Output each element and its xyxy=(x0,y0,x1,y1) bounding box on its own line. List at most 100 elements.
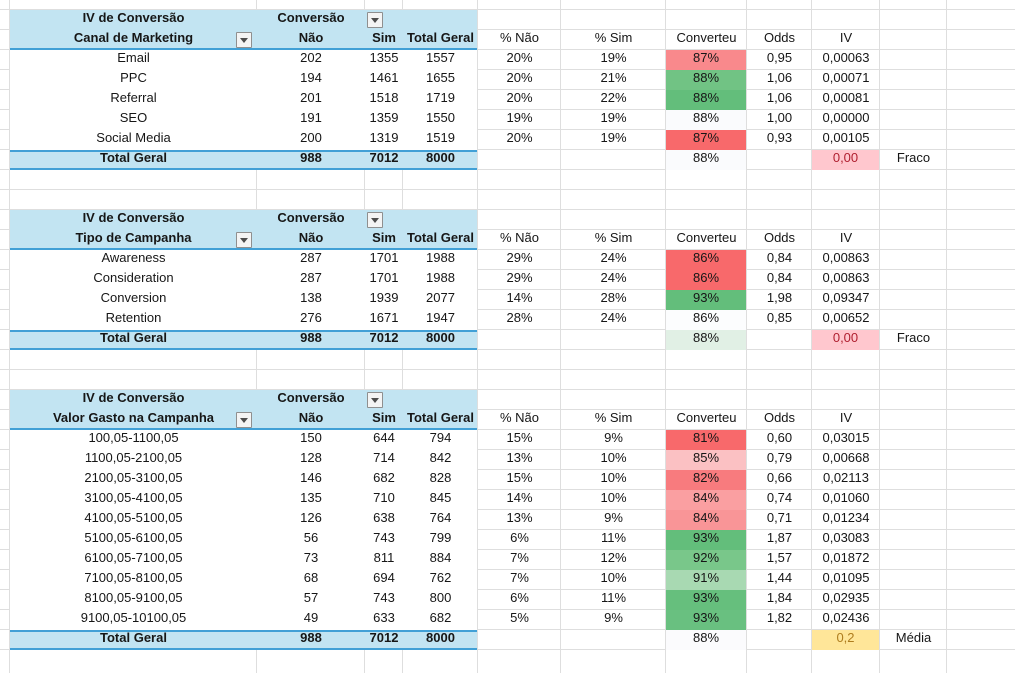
converteu-cell: 88% xyxy=(666,110,746,130)
iv-cell: 0,00063 xyxy=(822,50,870,65)
gridline-vertical xyxy=(477,0,478,673)
stat-header-iv: IV xyxy=(839,410,853,425)
total-value-total: 8000 xyxy=(426,630,455,645)
value-cell-total: 884 xyxy=(429,550,452,565)
converteu-cell: 84% xyxy=(666,490,746,510)
row-label: Awareness xyxy=(101,250,166,265)
row-label: 100,05-1100,05 xyxy=(88,430,179,445)
pct-nao-cell: 13% xyxy=(506,450,533,465)
iv-cell: 0,02113 xyxy=(822,470,870,485)
value-cell-total: 2077 xyxy=(426,290,455,305)
iv-cell: 0,00071 xyxy=(822,70,870,85)
iv-cell: 0,01872 xyxy=(822,550,870,565)
stat-header-converteu: Converteu xyxy=(676,30,737,45)
odds-cell: 1,00 xyxy=(766,110,793,125)
stat-header-converteu: Converteu xyxy=(676,230,737,245)
iv-cell: 0,00652 xyxy=(822,310,870,325)
row-label: Email xyxy=(117,50,150,65)
total-value-nao: 988 xyxy=(300,630,322,645)
pct-nao-cell: 20% xyxy=(506,50,533,65)
pivot-total-row-tipo-de-campanha xyxy=(10,330,477,350)
pct-nao-cell: 7% xyxy=(510,550,529,565)
pct-nao-cell: 29% xyxy=(506,270,533,285)
converteu-cell: 92% xyxy=(666,550,746,570)
iv-cell: 0,02935 xyxy=(822,590,870,605)
row-filter-dropdown[interactable] xyxy=(236,32,252,48)
pct-nao-cell: 6% xyxy=(510,590,529,605)
total-value-sim: 7012 xyxy=(369,150,399,165)
stat-header-pct-nao: % Não xyxy=(499,30,540,45)
total-converteu-cell: 88% xyxy=(666,630,746,650)
iv-cell: 0,00863 xyxy=(822,250,870,265)
pct-nao-cell: 13% xyxy=(506,510,533,525)
value-cell-sim: 743 xyxy=(373,530,395,545)
gridline-vertical xyxy=(560,0,561,673)
total-iv-cell: 0,2 xyxy=(812,630,879,650)
column-filter-dropdown[interactable] xyxy=(367,212,383,228)
odds-cell: 1,06 xyxy=(766,90,793,105)
pivot-total-row-canal-de-marketing xyxy=(10,150,477,170)
total-row-label: Total Geral xyxy=(100,630,167,645)
value-cell-sim: 682 xyxy=(373,470,395,485)
value-cell-sim: 1461 xyxy=(369,70,399,85)
row-label: 8100,05-9100,05 xyxy=(84,590,183,605)
odds-cell: 0,79 xyxy=(766,450,793,465)
total-value-nao: 988 xyxy=(300,330,322,345)
iv-cell: 0,01095 xyxy=(822,570,870,585)
value-cell-nao: 146 xyxy=(300,470,322,485)
pct-sim-cell: 19% xyxy=(600,130,627,145)
gridline-vertical xyxy=(746,0,747,673)
value-cell-total: 1655 xyxy=(426,70,455,85)
row-label: Social Media xyxy=(96,130,171,145)
column-filter-dropdown[interactable] xyxy=(367,12,383,28)
col-header-sim: Sim xyxy=(372,30,396,45)
iv-cell: 0,02436 xyxy=(822,610,870,625)
value-cell-total: 799 xyxy=(429,530,452,545)
iv-cell: 0,09347 xyxy=(822,290,870,305)
pct-nao-cell: 20% xyxy=(506,70,533,85)
value-cell-nao: 276 xyxy=(300,310,322,325)
iv-cell: 0,00668 xyxy=(822,450,870,465)
iv-cell: 0,01234 xyxy=(822,510,870,525)
value-cell-nao: 68 xyxy=(303,570,319,585)
col-header-sim: Sim xyxy=(372,230,396,245)
total-converteu-cell: 88% xyxy=(666,330,746,350)
row-label: 4100,05-5100,05 xyxy=(84,510,183,525)
value-cell-sim: 633 xyxy=(373,610,395,625)
column-filter-dropdown[interactable] xyxy=(367,392,383,408)
odds-cell: 1,06 xyxy=(766,70,793,85)
value-cell-sim: 638 xyxy=(373,510,395,525)
stat-header-pct-nao: % Não xyxy=(499,230,540,245)
stat-header-iv: IV xyxy=(839,30,853,45)
odds-cell: 0,84 xyxy=(766,270,793,285)
chevron-down-icon xyxy=(371,18,379,23)
row-label: Conversion xyxy=(100,290,167,305)
value-cell-total: 794 xyxy=(429,430,452,445)
pct-nao-cell: 15% xyxy=(506,430,533,445)
total-iv-cell: 0,00 xyxy=(812,150,879,170)
value-cell-sim: 1359 xyxy=(369,110,399,125)
value-cell-sim: 1939 xyxy=(369,290,399,305)
value-cell-nao: 191 xyxy=(300,110,322,125)
chevron-down-icon xyxy=(240,238,248,243)
odds-cell: 0,66 xyxy=(766,470,793,485)
odds-cell: 0,93 xyxy=(766,130,793,145)
row-field-label: Valor Gasto na Campanha xyxy=(52,410,215,425)
row-filter-dropdown[interactable] xyxy=(236,412,252,428)
pct-nao-cell: 28% xyxy=(506,310,533,325)
column-field-label: Conversão xyxy=(277,390,345,405)
pct-sim-cell: 28% xyxy=(600,290,627,305)
col-header-total: Total Geral xyxy=(407,230,474,245)
value-cell-total: 1719 xyxy=(426,90,455,105)
value-cell-sim: 1518 xyxy=(369,90,399,105)
stat-header-pct-sim: % Sim xyxy=(594,230,633,245)
chevron-down-icon xyxy=(371,398,379,403)
iv-rating-label: Média xyxy=(895,630,932,645)
row-filter-dropdown[interactable] xyxy=(236,232,252,248)
value-cell-nao: 126 xyxy=(300,510,322,525)
chevron-down-icon xyxy=(371,218,379,223)
value-cell-total: 1557 xyxy=(426,50,455,65)
total-value-nao: 988 xyxy=(300,150,322,165)
row-label: Consideration xyxy=(93,270,174,285)
pct-nao-cell: 7% xyxy=(510,570,529,585)
